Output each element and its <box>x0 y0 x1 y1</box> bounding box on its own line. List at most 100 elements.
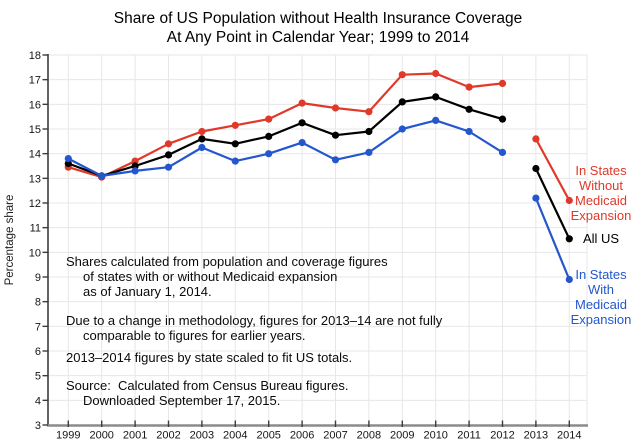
series-marker-without-expansion <box>365 108 373 116</box>
legend-label-line: In States <box>575 163 627 178</box>
series-line-recent-all-us <box>534 168 571 240</box>
series-marker-all-us <box>565 235 573 243</box>
series-marker-with-expansion <box>64 155 72 163</box>
y-tick-label: 14 <box>29 149 41 161</box>
series-marker-with-expansion <box>198 143 206 152</box>
annotation-paragraph: Shares calculated from population and co… <box>66 254 388 299</box>
x-tick-label: 1999 <box>56 430 80 440</box>
chart-title-line2: At Any Point in Calendar Year; 1999 to 2… <box>166 29 470 46</box>
series-marker-without-expansion <box>231 121 239 129</box>
series-line-with-expansion <box>67 119 504 177</box>
y-tick-label: 16 <box>29 99 41 111</box>
legend-label-line: Expansion <box>570 312 632 327</box>
x-tick-label: 2004 <box>223 430 247 440</box>
x-tick-label: 2012 <box>490 430 514 440</box>
series-marker-without-expansion <box>331 104 340 112</box>
series-marker-all-us <box>465 105 473 113</box>
y-tick-label: 17 <box>29 75 41 87</box>
series-marker-all-us <box>532 164 540 173</box>
series-marker-all-us <box>231 140 239 148</box>
series-marker-all-us <box>164 151 173 159</box>
legend-label-without-expansion: In States Without Medicaid Expansion <box>562 163 640 223</box>
annotation-paragraph: Due to a change in methodology, figures … <box>66 313 442 343</box>
annotation-line: Downloaded September 17, 2015. <box>83 393 281 408</box>
y-tick-label: 7 <box>35 321 41 333</box>
annotation-paragraph: Source: Calculated from Census Bureau fi… <box>66 378 349 408</box>
series-marker-with-expansion <box>265 150 273 158</box>
series-marker-without-expansion <box>565 196 573 205</box>
annotation-paragraph: 2013–2014 figures by state scaled to fit… <box>66 350 352 365</box>
y-tick-label: 5 <box>35 371 41 383</box>
series-line-recent-with-expansion <box>534 197 571 280</box>
legend-label-all-us: All US <box>562 231 640 246</box>
annotation-line: Due to a change in methodology, figures … <box>66 313 443 328</box>
annotation-line: 2013–2014 figures by state scaled to fit… <box>66 350 353 365</box>
series-marker-all-us <box>198 135 206 143</box>
series-marker-with-expansion <box>131 167 139 175</box>
series-marker-all-us <box>365 127 373 136</box>
legend-label-line: All US <box>582 231 620 246</box>
series-marker-with-expansion <box>565 275 573 284</box>
y-tick-label: 4 <box>35 395 41 407</box>
series-marker-without-expansion <box>465 83 473 91</box>
series-marker-all-us <box>265 132 273 140</box>
annotation-line: as of January 1, 2014. <box>83 284 212 299</box>
x-tick-label: 2006 <box>290 430 314 440</box>
annotation-line: Shares calculated from population and co… <box>66 254 388 269</box>
series-marker-with-expansion <box>365 148 373 156</box>
series-marker-without-expansion <box>298 99 306 107</box>
annotation-line: Source: Calculated from Census Bureau fi… <box>66 378 349 393</box>
legend-label-line: Medicaid <box>574 193 628 208</box>
series-marker-all-us <box>498 115 507 123</box>
legend-label-line: Medicaid <box>574 297 628 312</box>
y-tick-label: 18 <box>29 50 41 62</box>
series-marker-with-expansion <box>164 163 173 171</box>
series-marker-without-expansion <box>432 69 440 78</box>
chart-title: Share of US Population without Health In… <box>0 9 636 47</box>
x-tick-label: 2000 <box>89 430 113 440</box>
y-tick-label: 12 <box>29 198 41 210</box>
series-marker-without-expansion <box>164 140 173 148</box>
series-marker-all-us <box>398 98 406 106</box>
x-tick-label: 2007 <box>323 430 347 440</box>
y-tick-label: 9 <box>35 272 41 284</box>
y-tick-label: 15 <box>29 124 41 136</box>
series-marker-without-expansion <box>498 79 507 87</box>
y-tick-label: 11 <box>30 223 41 235</box>
series-line-all-us <box>67 95 503 177</box>
x-tick-label: 2005 <box>256 430 280 440</box>
legend-label-line: In States <box>575 267 627 282</box>
series-marker-all-us <box>298 119 306 127</box>
series-marker-with-expansion <box>331 156 340 164</box>
series-marker-with-expansion <box>498 148 507 156</box>
x-tick-label: 2014 <box>557 430 581 440</box>
chart-title-line1: Share of US Population without Health In… <box>113 10 523 27</box>
annotation-line: comparable to figures for earlier years. <box>83 328 306 343</box>
series-marker-with-expansion <box>298 139 306 147</box>
x-tick-label: 2011 <box>457 430 481 440</box>
x-tick-label: 2009 <box>390 430 414 440</box>
x-tick-label: 2008 <box>357 430 381 440</box>
series-marker-without-expansion <box>198 127 206 136</box>
x-tick-label: 2003 <box>190 430 214 440</box>
series-line-recent-without-expansion <box>534 138 571 202</box>
series-marker-with-expansion <box>532 194 540 202</box>
x-tick-label: 2010 <box>423 430 447 440</box>
annotation-line: of states with or without Medicaid expan… <box>83 269 338 284</box>
y-tick-label: 10 <box>29 247 41 259</box>
series-marker-without-expansion <box>532 135 540 143</box>
y-tick-label: 3 <box>35 420 41 432</box>
series-marker-without-expansion <box>265 115 273 123</box>
series-marker-with-expansion <box>398 125 406 133</box>
x-tick-label: 2002 <box>156 430 180 440</box>
series-marker-all-us <box>432 93 440 101</box>
series-marker-with-expansion <box>432 116 440 124</box>
series-line-without-expansion <box>67 72 503 179</box>
y-tick-label: 13 <box>29 173 41 185</box>
x-tick-label: 2013 <box>524 430 548 440</box>
series-marker-without-expansion <box>398 71 406 79</box>
legend-label-line: With <box>588 282 614 297</box>
x-tick-label: 2001 <box>123 430 147 440</box>
